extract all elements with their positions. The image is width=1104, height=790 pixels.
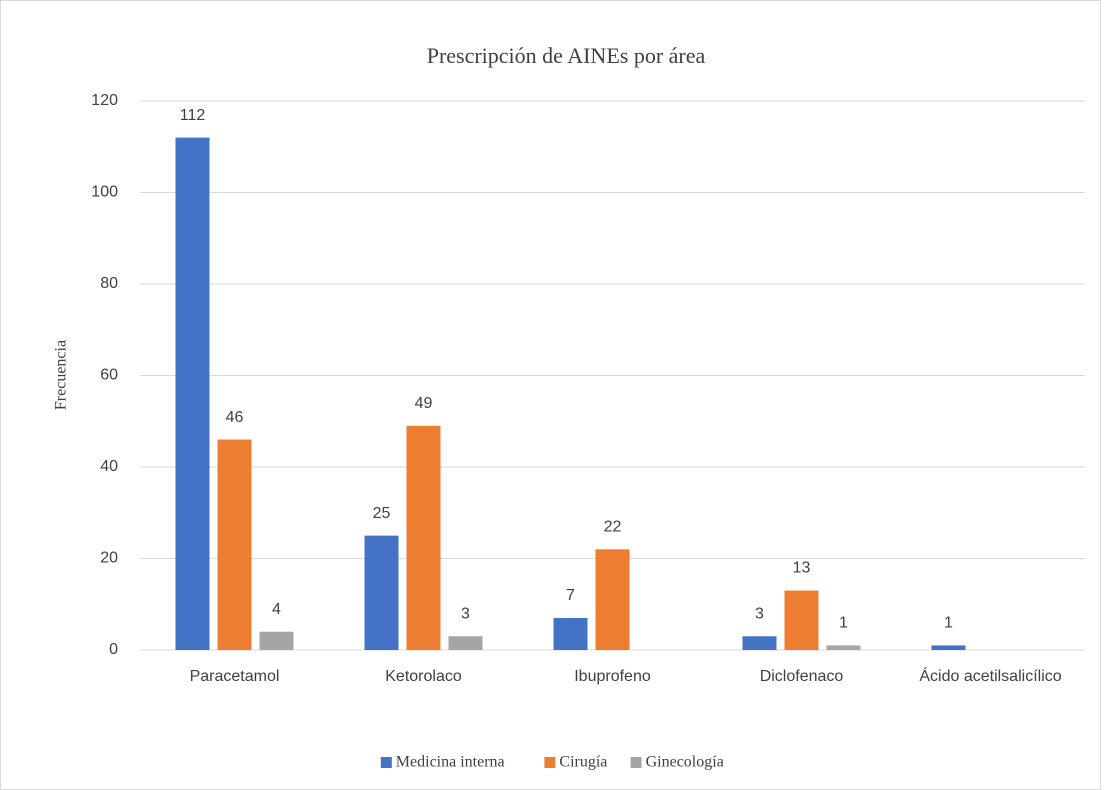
- data-label: 1: [944, 615, 953, 632]
- data-label: 3: [755, 605, 764, 622]
- legend-swatch: [380, 757, 392, 768]
- x-tick-label-box: Ácido acetilsalicílico: [919, 668, 1062, 685]
- data-label: 112: [180, 107, 206, 124]
- data-label: 4: [272, 601, 281, 618]
- bar: [175, 137, 210, 651]
- bar: [931, 645, 966, 650]
- x-tick-label: Paracetamol: [189, 668, 280, 685]
- y-tick-label: 80: [100, 275, 118, 292]
- data-label: 25: [373, 505, 391, 522]
- x-tick-label-box: Ibuprofeno: [574, 668, 651, 685]
- y-tick-label: 100: [91, 184, 118, 201]
- x-tick-label: Ibuprofeno: [574, 668, 651, 685]
- y-tick-label: 40: [100, 458, 118, 475]
- x-tick-label-box: Diclofenaco: [759, 668, 844, 685]
- chart-title: Prescripción de AINEs por área: [427, 43, 706, 68]
- y-tick-label: 20: [100, 550, 118, 567]
- bar: [826, 645, 861, 650]
- y-tick-label: 120: [91, 92, 118, 109]
- y-axis-label: Frecuencia: [53, 340, 70, 410]
- data-label: 7: [566, 587, 575, 604]
- x-tick-label-box: Paracetamol: [189, 668, 280, 685]
- data-label: 13: [793, 560, 811, 577]
- x-tick-label: Ácido acetilsalicílico: [919, 668, 1062, 685]
- bar: [448, 636, 483, 650]
- bar: [406, 425, 441, 650]
- bar: [553, 617, 588, 650]
- bar: [217, 439, 252, 650]
- bar: [364, 535, 399, 650]
- bar: [784, 590, 819, 650]
- legend-label: Ginecología: [646, 754, 724, 771]
- bar: [259, 631, 294, 650]
- bar: [595, 549, 630, 650]
- x-tick-label-box: Ketorolaco: [385, 668, 462, 685]
- data-label: 46: [226, 409, 244, 426]
- legend-swatch: [630, 757, 642, 768]
- x-tick-label: Diclofenaco: [759, 668, 844, 685]
- data-label: 22: [604, 519, 622, 536]
- y-tick-label: 60: [100, 367, 118, 384]
- legend-label: Medicina interna: [396, 754, 505, 771]
- y-tick-label: 0: [109, 641, 118, 658]
- legend-swatch: [544, 757, 556, 768]
- data-label: 49: [415, 395, 433, 412]
- legend-label: Cirugía: [559, 754, 607, 771]
- data-label: 3: [461, 605, 470, 622]
- data-label: 1: [839, 615, 848, 632]
- bar: [742, 636, 777, 650]
- x-tick-label: Ketorolaco: [385, 668, 462, 685]
